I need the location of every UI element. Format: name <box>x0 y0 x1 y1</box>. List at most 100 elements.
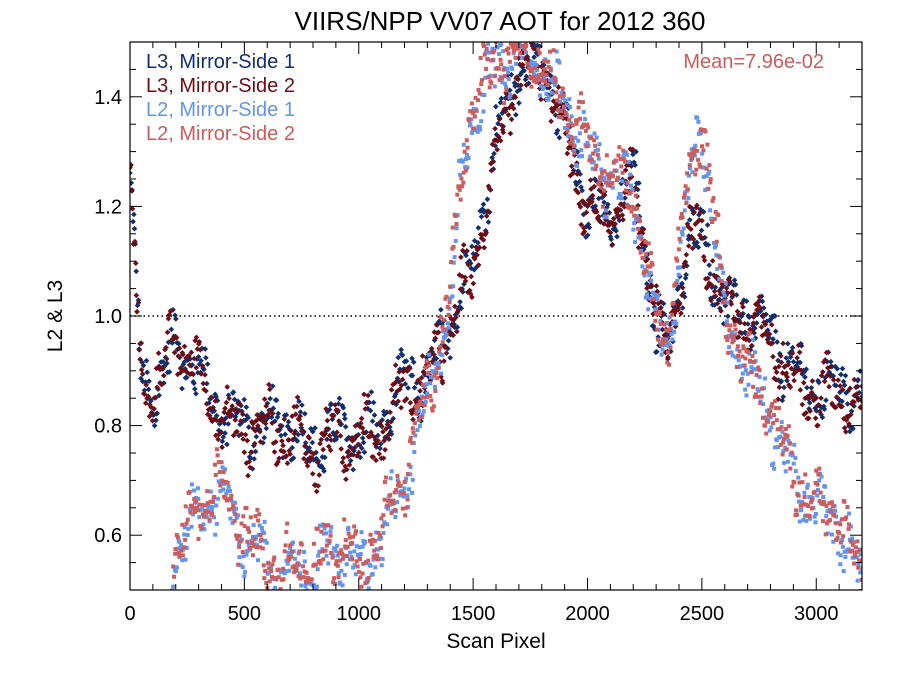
data-point <box>282 549 287 554</box>
data-point <box>441 358 447 364</box>
data-point <box>809 378 816 384</box>
data-point <box>214 447 219 452</box>
data-point <box>671 300 676 305</box>
data-point <box>595 147 600 152</box>
data-point <box>188 510 193 515</box>
data-point <box>579 148 584 153</box>
data-point <box>378 533 383 538</box>
data-point <box>552 83 557 88</box>
data-point <box>578 116 583 121</box>
data-point <box>527 66 532 71</box>
data-point <box>737 329 743 336</box>
data-point <box>543 79 548 84</box>
data-point <box>794 367 801 373</box>
data-point <box>610 185 615 190</box>
data-point <box>177 539 182 544</box>
data-point <box>297 549 302 554</box>
data-point <box>303 583 308 588</box>
plot-area <box>129 41 863 591</box>
data-point <box>564 150 571 157</box>
data-point <box>633 240 638 245</box>
data-point <box>803 366 810 373</box>
data-point <box>724 319 729 324</box>
data-point <box>228 412 235 418</box>
data-point <box>698 131 703 136</box>
data-point <box>429 398 434 403</box>
data-point <box>238 563 243 568</box>
data-point <box>461 170 466 175</box>
data-point <box>182 525 187 530</box>
data-point <box>242 574 247 579</box>
data-point <box>390 501 395 506</box>
data-point <box>794 508 799 513</box>
data-point <box>332 576 337 581</box>
data-point <box>229 493 234 498</box>
data-point <box>602 176 607 181</box>
data-point <box>457 187 462 192</box>
data-point <box>273 585 278 590</box>
data-point <box>263 568 268 573</box>
data-point <box>796 475 801 480</box>
data-point <box>388 476 393 481</box>
data-point <box>506 104 513 111</box>
data-point <box>783 426 788 431</box>
data-point <box>772 313 778 319</box>
data-point <box>761 415 766 420</box>
data-point <box>233 512 238 517</box>
data-point <box>688 226 694 232</box>
data-point <box>823 484 828 489</box>
data-point <box>219 438 226 445</box>
data-point <box>454 222 459 227</box>
data-point <box>261 563 266 568</box>
data-point <box>616 207 623 213</box>
data-point <box>256 518 261 523</box>
data-point <box>648 251 653 256</box>
data-point <box>241 449 248 456</box>
data-point <box>834 365 841 372</box>
data-point <box>796 499 801 504</box>
data-point <box>806 503 811 508</box>
data-point <box>643 281 650 287</box>
data-point <box>337 550 342 555</box>
data-point <box>577 171 584 177</box>
data-point <box>368 538 373 543</box>
data-point <box>632 221 637 226</box>
data-point <box>384 409 390 415</box>
data-point <box>175 340 182 347</box>
data-point <box>554 49 559 54</box>
data-point <box>850 548 855 553</box>
data-point <box>309 577 314 582</box>
data-point <box>841 382 848 389</box>
data-point <box>570 123 575 128</box>
data-point <box>834 514 839 519</box>
data-point <box>283 569 288 574</box>
data-point <box>579 198 586 204</box>
data-point <box>693 172 698 177</box>
data-point <box>614 178 619 183</box>
data-point <box>615 175 620 180</box>
data-point <box>183 374 190 381</box>
data-point <box>619 196 624 201</box>
data-point <box>243 404 250 411</box>
data-point <box>823 349 830 356</box>
data-point <box>779 420 784 425</box>
data-point <box>342 415 348 422</box>
data-point <box>326 561 331 566</box>
data-point <box>686 217 693 223</box>
data-point <box>563 110 568 115</box>
data-point <box>329 550 334 555</box>
data-point <box>541 59 546 64</box>
data-point <box>747 330 752 335</box>
data-point <box>653 307 658 312</box>
data-point <box>279 438 285 444</box>
data-point <box>687 166 692 171</box>
x-tick-label: 3000 <box>794 603 839 625</box>
data-point <box>353 529 358 534</box>
data-point <box>857 404 862 410</box>
data-point <box>718 308 724 314</box>
data-point <box>415 405 420 410</box>
data-point <box>649 278 654 283</box>
data-point <box>730 292 736 299</box>
data-point <box>523 82 530 88</box>
